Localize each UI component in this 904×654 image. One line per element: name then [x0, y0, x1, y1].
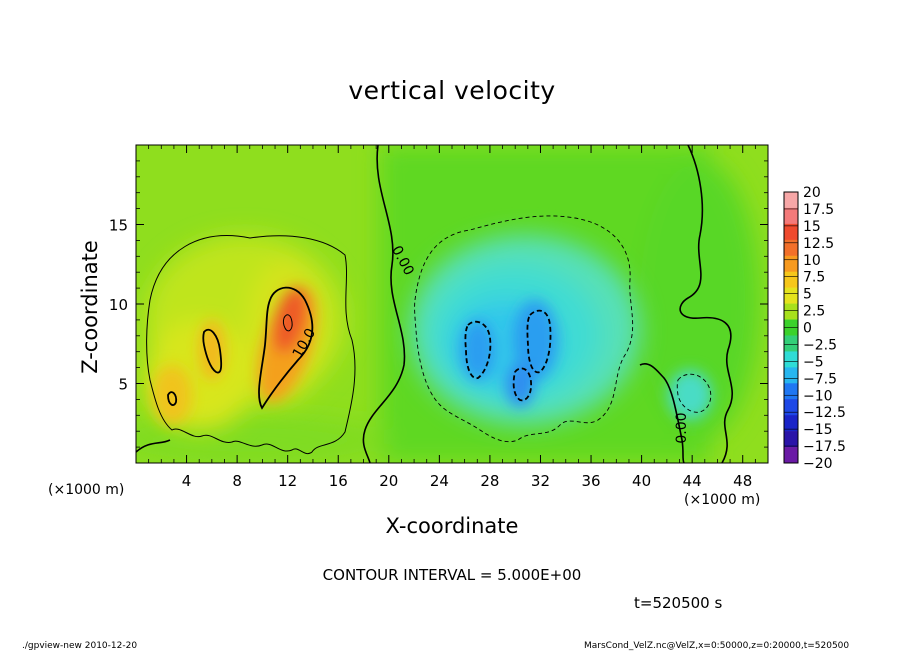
- contour-zero-bottom: [136, 439, 171, 453]
- colorbar-swatch-7: [784, 303, 798, 320]
- colorbar-label-13: −12.5: [803, 405, 846, 421]
- colorbar-label-7: 2.5: [803, 304, 825, 320]
- x-axis: 4 8 12 16 20 24 28 32 36 40 44 48: [148, 145, 756, 490]
- colorbar-swatch-6: [784, 287, 798, 304]
- colorbar-swatch-3: [784, 239, 798, 257]
- contour-zero-small: [639, 363, 685, 463]
- chart-title: vertical velocity: [348, 76, 556, 105]
- y-axis: 5 10 15: [109, 160, 768, 448]
- colorbar-swatch-16: [784, 447, 798, 464]
- contour-15: [282, 314, 293, 332]
- colorbar-label-15: −17.5: [803, 439, 846, 455]
- contour-lines: [136, 145, 733, 463]
- y-tick-label-1: 10: [109, 296, 128, 314]
- colorbar-label-9: −2.5: [803, 337, 837, 353]
- colorbar-swatch-0: [784, 192, 798, 209]
- x-tick-label-1: 8: [232, 472, 242, 490]
- x-tick-label-9: 40: [632, 472, 651, 490]
- contour-interval: CONTOUR INTERVAL = 5.000E+00: [322, 566, 582, 584]
- colorbar-swatch-1: [784, 207, 798, 225]
- colorbar-label-1: 17.5: [803, 202, 834, 218]
- colorbar-label-0: 20: [803, 185, 821, 201]
- x-tick-label-8: 36: [581, 472, 600, 490]
- contour-10: [258, 286, 314, 410]
- contour-neg10-b: [526, 309, 552, 374]
- y-tick-label-0: 5: [118, 376, 128, 394]
- x-tick-label-3: 16: [329, 472, 348, 490]
- colorbar: 2017.51512.5107.552.50−2.5−5−7.5−10−12.5…: [783, 185, 846, 472]
- x-tick-label-10: 44: [683, 472, 702, 490]
- x-unit-right: (×1000 m): [684, 492, 761, 508]
- colorbar-label-3: 12.5: [803, 236, 834, 252]
- contour-label-2: 0.00: [674, 412, 690, 443]
- colorbar-swatch-12: [784, 383, 798, 400]
- contour-zero-left: [362, 145, 406, 463]
- colorbar-label-4: 10: [803, 253, 821, 269]
- colorbar-label-11: −7.5: [803, 371, 837, 387]
- contour-zero-right: [679, 145, 733, 463]
- x-tick-label-4: 20: [379, 472, 398, 490]
- footer-right: MarsCond_VelZ.nc@VelZ,x=0:50000,z=0:2000…: [584, 641, 850, 651]
- contour-neg10-c: [512, 367, 532, 402]
- x-unit-left: (×1000 m): [48, 482, 125, 498]
- x-axis-label: X-coordinate: [385, 514, 519, 538]
- field-layer: [136, 145, 768, 463]
- contour-10-tiny: [167, 391, 178, 406]
- colorbar-swatch-10: [784, 351, 798, 368]
- x-tick-label-7: 32: [531, 472, 550, 490]
- colorbar-label-8: 0: [803, 321, 812, 337]
- contour-5-outer: [146, 235, 356, 455]
- y-tick-label-2: 15: [109, 217, 128, 235]
- colorbar-label-16: −20: [803, 456, 833, 472]
- contour-neg10-a: [464, 320, 492, 379]
- colorbar-swatch-15: [784, 431, 798, 448]
- colorbar-swatch-5: [784, 271, 798, 288]
- colorbar-label-12: −10: [803, 388, 833, 404]
- x-tick-label-6: 28: [480, 472, 499, 490]
- colorbar-swatch-11: [784, 367, 798, 384]
- colorbar-label-2: 15: [803, 219, 821, 235]
- contour-neg5-small: [676, 373, 712, 413]
- colorbar-swatch-2: [784, 223, 798, 241]
- time-label: t=520500 s: [634, 594, 723, 612]
- colorbar-swatch-14: [784, 415, 798, 432]
- colorbar-swatch-4: [784, 255, 798, 273]
- colorbar-label-6: 5: [803, 287, 812, 303]
- footer-left: ./gpview-new 2010-12-20: [22, 641, 138, 651]
- x-tick-label-5: 24: [430, 472, 449, 490]
- colorbar-label-5: 7.5: [803, 270, 825, 286]
- contour-10-small: [202, 328, 223, 374]
- colorbar-swatch-9: [784, 335, 798, 352]
- x-tick-label-11: 48: [733, 472, 752, 490]
- colorbar-swatch-13: [784, 399, 798, 416]
- colorbar-label-10: −5: [803, 354, 824, 370]
- contour-neg5-outer: [414, 215, 634, 443]
- x-tick-label-0: 4: [182, 472, 192, 490]
- y-axis-label: Z-coordinate: [78, 240, 102, 374]
- colorbar-label-14: −15: [803, 422, 833, 438]
- x-tick-label-2: 12: [278, 472, 297, 490]
